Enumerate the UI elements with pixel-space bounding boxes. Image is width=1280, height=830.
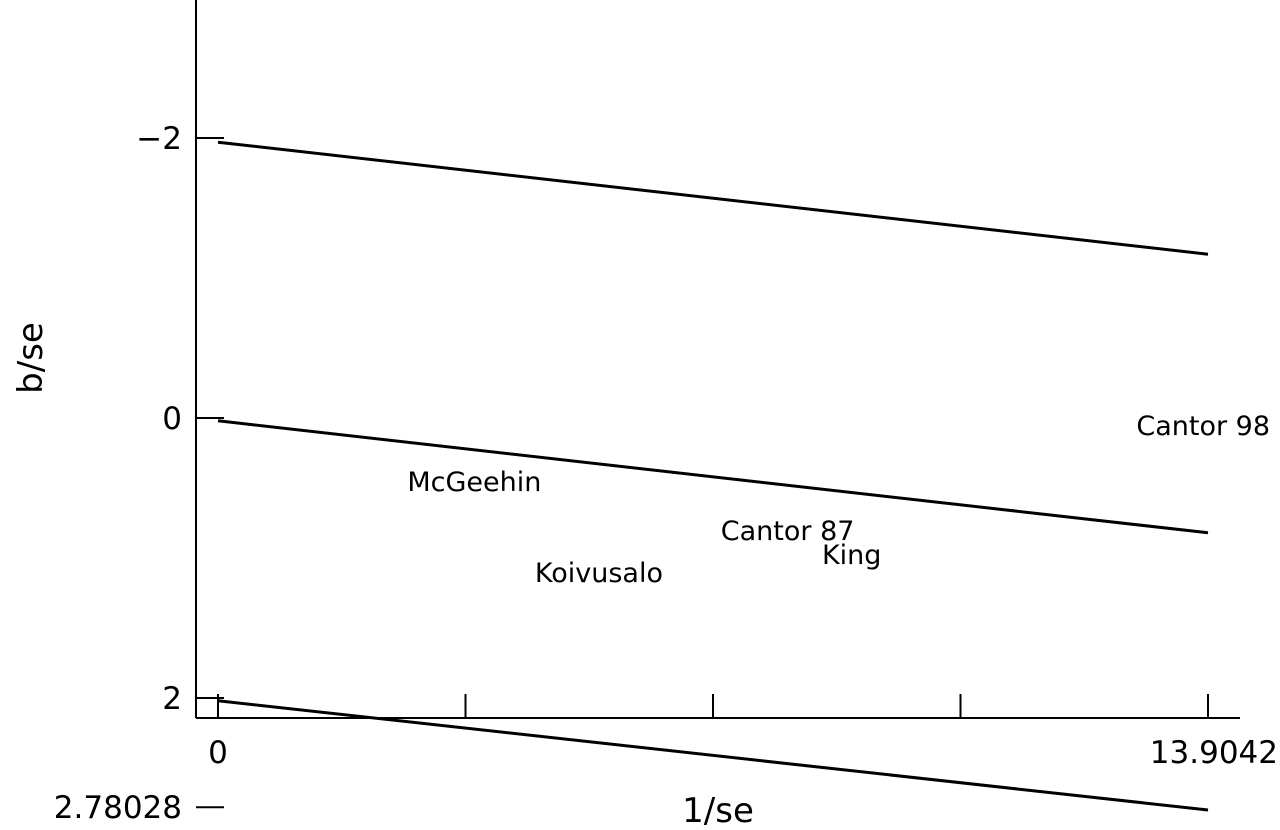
y-tick-label: 2: [162, 681, 182, 717]
point-label: McGeehin: [407, 467, 541, 498]
x-tick-label: 0: [208, 735, 228, 771]
series-line-upper: [217, 699, 1209, 812]
x-tick-label: 13.9042: [1150, 735, 1278, 771]
point-label: King: [822, 540, 881, 571]
point-label: Cantor 87: [721, 516, 855, 547]
y-tick-label: 2.78028: [54, 790, 182, 826]
point-label: Cantor 98: [1136, 411, 1270, 442]
point-label: Koivusalo: [535, 558, 663, 589]
series-lines: [217, 140, 1209, 812]
y-tick-label: 0: [162, 401, 182, 437]
series-line-fit: [217, 419, 1209, 535]
series-line-lower: [217, 140, 1209, 256]
y-tick-label: −2: [136, 121, 182, 157]
y-axis-title: b/se: [11, 322, 51, 394]
x-axis-title: 1/se: [682, 791, 754, 830]
